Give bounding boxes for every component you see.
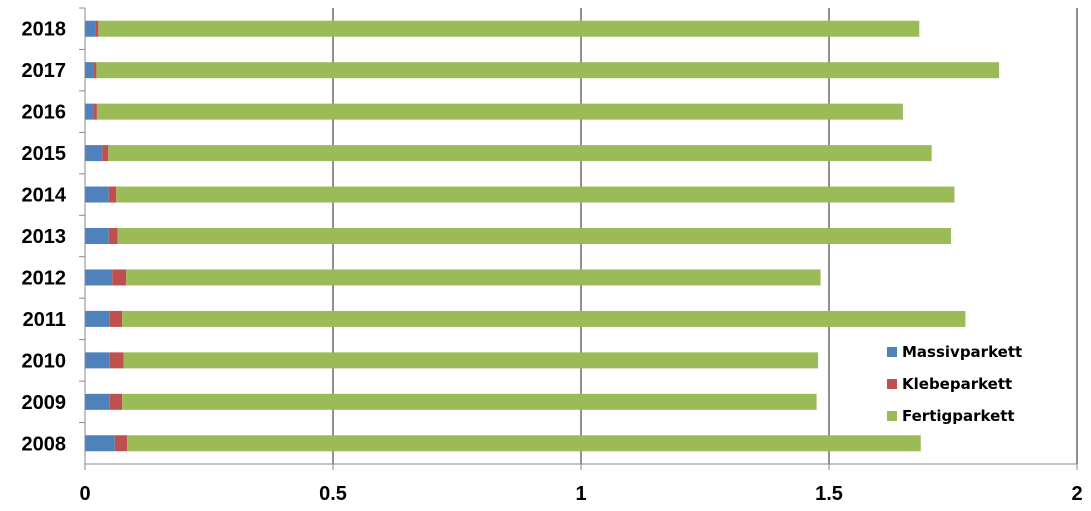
legend-swatch-klebeparkett: [887, 379, 897, 389]
y-tick-label: 2015: [22, 143, 67, 165]
bar-klebeparkett-2014: [108, 186, 117, 203]
x-tick-labels: 0 0.5 1 1.5 2: [79, 483, 1082, 505]
bar-klebeparkett-2013: [108, 228, 118, 244]
bar-fertigparkett-2018: [98, 20, 920, 37]
bar-fertigparkett-2013: [117, 228, 952, 244]
y-tick-label: 2012: [22, 267, 67, 289]
bar-fertigparkett-2012: [126, 269, 821, 286]
bar-massivparkett-2017: [85, 62, 94, 79]
bar-klebeparkett-2015: [102, 145, 109, 162]
legend: Massivparkett Klebeparkett Fertigparkett: [887, 343, 1022, 425]
bar-massivparkett-2018: [85, 20, 96, 37]
bar-klebeparkett-2008: [114, 435, 128, 452]
y-tick-label: 2013: [22, 226, 67, 248]
bar-klebeparkett-2012: [112, 269, 127, 286]
bar-massivparkett-2008: [85, 435, 115, 452]
y-tick-label: 2008: [22, 433, 67, 455]
bar-fertigparkett-2009: [122, 393, 817, 410]
x-tick-label: 2: [1071, 483, 1082, 505]
y-tick-label: 2018: [22, 19, 67, 41]
bar-fertigparkett-2008: [127, 435, 921, 452]
x-tick-label: 0: [79, 483, 90, 505]
y-tick-label: 2009: [22, 392, 67, 414]
y-tick-labels: 2008 2009 2010 2011 2012 2013 2014 2015 2016 2017…: [22, 19, 67, 456]
bar-segments: [85, 20, 1000, 452]
y-tick-label: 2014: [22, 185, 67, 207]
bar-massivparkett-2014: [85, 186, 109, 203]
bar-fertigparkett-2017: [96, 62, 1000, 79]
bar-klebeparkett-2009: [109, 393, 123, 410]
y-tick-label: 2011: [23, 309, 66, 331]
bar-massivparkett-2013: [85, 228, 109, 244]
y-tick-label: 2017: [22, 60, 67, 82]
y-tick-label: 2016: [22, 102, 67, 124]
bar-fertigparkett-2014: [116, 186, 955, 203]
y-tick-label: 2010: [22, 350, 67, 372]
bar-klebeparkett-2010: [109, 352, 124, 369]
bar-fertigparkett-2011: [122, 310, 966, 327]
x-tick-label: 1.5: [815, 483, 843, 505]
legend-label-klebeparkett: Klebeparkett: [902, 375, 1012, 393]
bar-klebeparkett-2011: [109, 310, 123, 327]
bar-fertigparkett-2016: [96, 103, 903, 120]
x-tick-label: 1: [575, 483, 586, 505]
axis-ticks: [79, 7, 1078, 470]
bar-massivparkett-2016: [85, 103, 94, 120]
bar-massivparkett-2011: [85, 310, 110, 327]
legend-label-massivparkett: Massivparkett: [902, 343, 1022, 361]
bar-massivparkett-2012: [85, 269, 113, 286]
bar-massivparkett-2010: [85, 352, 110, 369]
bar-fertigparkett-2015: [108, 145, 932, 162]
bar-klebeparkett-2018: [95, 20, 99, 37]
bar-fertigparkett-2010: [123, 352, 819, 369]
legend-swatch-fertigparkett: [887, 411, 897, 421]
bar-klebeparkett-2016: [93, 103, 97, 120]
bar-massivparkett-2015: [85, 145, 103, 162]
x-tick-label: 0.5: [319, 483, 347, 505]
legend-label-fertigparkett: Fertigparkett: [902, 407, 1015, 425]
bar-massivparkett-2009: [85, 393, 110, 410]
legend-swatch-massivparkett: [887, 347, 897, 357]
bar-klebeparkett-2017: [93, 62, 97, 79]
